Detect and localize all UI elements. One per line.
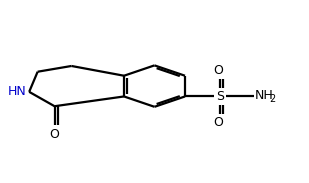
Text: NH: NH	[255, 89, 274, 102]
Text: O: O	[50, 128, 60, 141]
Text: HN: HN	[7, 85, 26, 98]
Text: S: S	[216, 90, 224, 103]
Text: O: O	[214, 64, 224, 77]
Text: O: O	[214, 116, 224, 129]
Text: 2: 2	[269, 94, 276, 104]
